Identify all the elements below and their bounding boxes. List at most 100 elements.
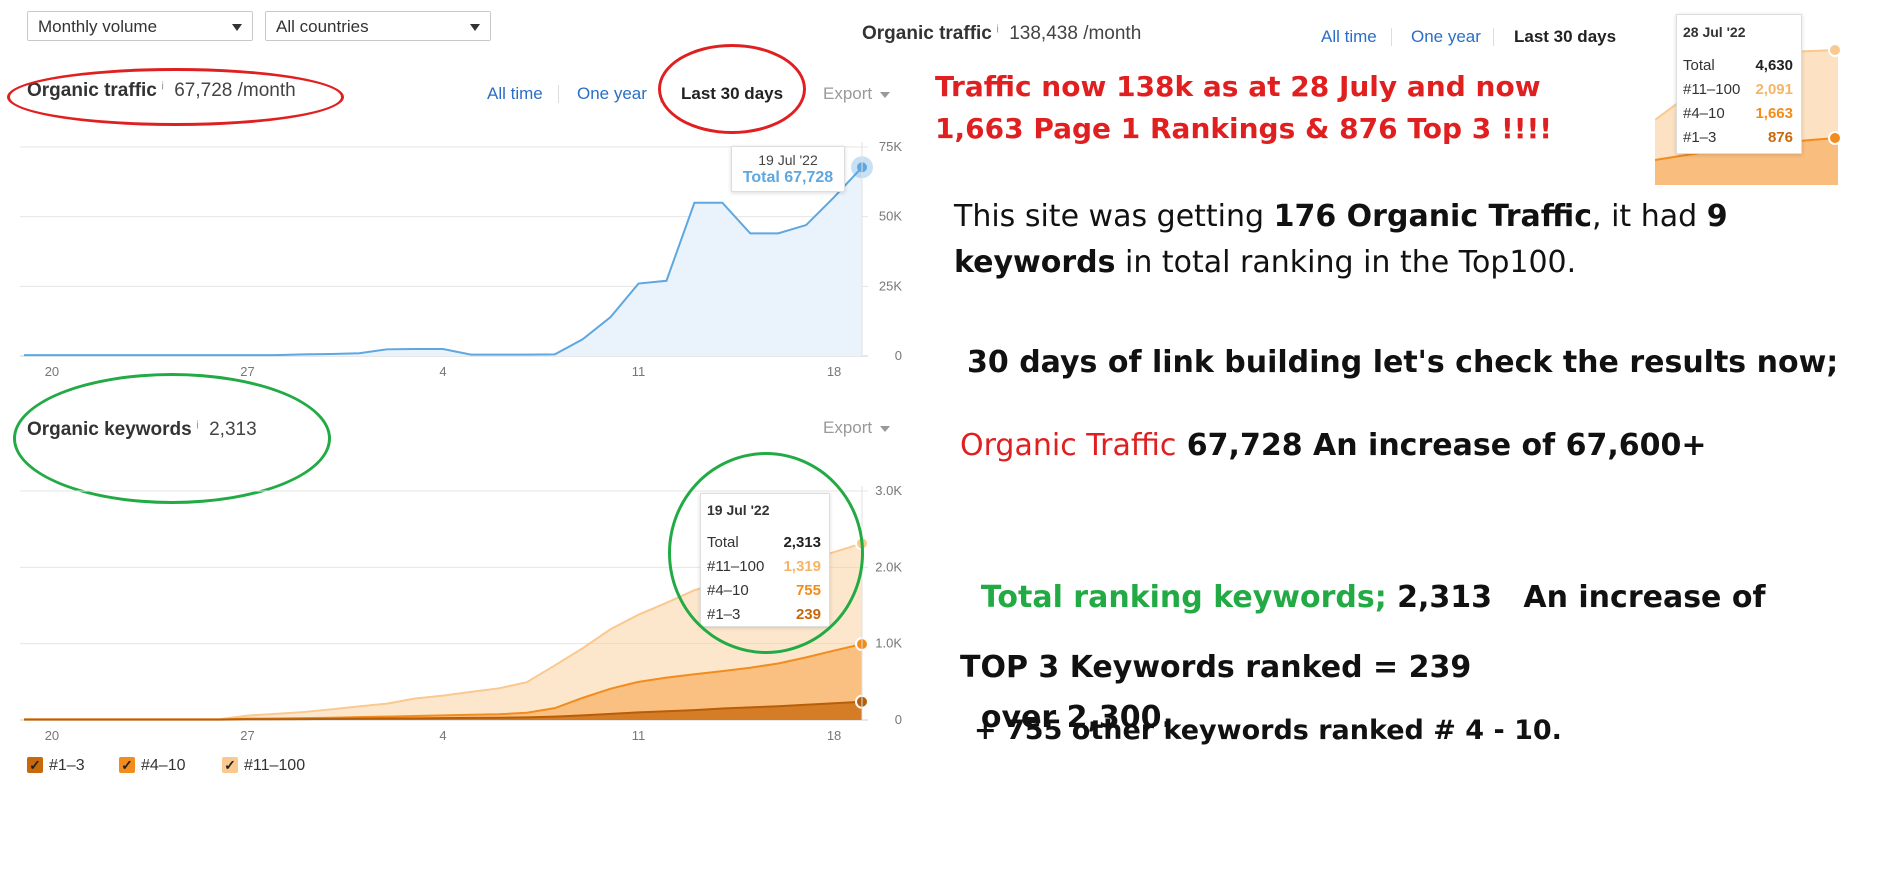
export-label: Export	[823, 84, 873, 103]
chevron-down-icon	[880, 425, 891, 432]
chevron-down-icon	[880, 91, 891, 98]
top3-annotation: TOP 3 Keywords ranked = 239	[960, 650, 1472, 685]
range-one-year[interactable]: One year	[1411, 27, 1481, 46]
headline-annotation: Traffic now 138k as at 28 July and now 1…	[935, 66, 1552, 150]
traffic-chart: 0 25K 50K 75K 20 27 4 11 18	[20, 139, 902, 379]
keywords-chart: 0 1.0K 2.0K 3.0K 20 27 4 11 18	[20, 483, 902, 743]
intro-text-e: keywords	[954, 245, 1116, 280]
chevron-down-icon	[470, 24, 480, 31]
tooltip-date: 19 Jul '22	[758, 152, 818, 168]
x-tick-label: 18	[827, 364, 841, 379]
x-tick-label: 20	[45, 364, 59, 379]
checkbox-checked-icon[interactable]: ✓	[27, 756, 43, 773]
headline-line-1: Traffic now 138k as at 28 July and now	[935, 70, 1541, 103]
tooltip-row-11-100: #11–100 2,091	[1683, 81, 1793, 101]
export-label: Export	[823, 418, 873, 437]
keywords-result-annotation: Total ranking keywords; 2,313 An increas…	[960, 508, 1766, 748]
legend-label: #4–10	[141, 757, 186, 774]
top-right-title: Organic traffic	[862, 23, 992, 44]
legend-item-4-10[interactable]: ✓ #4–10	[119, 756, 186, 776]
tooltip-total: Total 67,728	[742, 169, 834, 186]
annotation-ellipse-range	[658, 44, 806, 134]
x-tick-label: 4	[439, 728, 446, 743]
inset-end-point	[1828, 43, 1840, 57]
checkbox-checked-icon[interactable]: ✓	[222, 756, 238, 773]
annotation-ellipse-tooltip	[668, 452, 864, 654]
area-series-2	[24, 543, 862, 720]
traffic-area	[24, 167, 862, 356]
y-tick-label: 2.0K	[875, 559, 902, 574]
intro-text-f: in total ranking in the Top100.	[1115, 245, 1577, 280]
area-series-0	[24, 701, 862, 720]
tooltip-value: 4,630	[1755, 57, 1793, 74]
tooltip-row-total: Total 4,630	[1683, 57, 1793, 77]
y-tick-label: 0	[895, 712, 902, 727]
top-right-value: 138,438 /month	[1009, 23, 1142, 44]
tooltip-label: #1–3	[1683, 129, 1717, 146]
keywords-result-value: 2,313 An increase of	[1386, 580, 1766, 615]
y-tick-label: 0	[895, 348, 902, 363]
tooltip-label: #11–100	[1683, 81, 1741, 98]
x-tick-label: 20	[45, 728, 59, 743]
x-tick-label: 27	[240, 728, 254, 743]
intro-text-b: 176 Organic Traffic	[1273, 199, 1593, 234]
countries-dropdown[interactable]: All countries	[265, 11, 491, 41]
other-annotation: + 755 other keywords ranked # 4 - 10.	[974, 715, 1562, 746]
range-divider	[558, 85, 559, 103]
headline-line-2: 1,663 Page 1 Rankings & 876 Top 3 !!!!	[935, 112, 1553, 145]
y-tick-label: 75K	[879, 139, 902, 154]
traffic-result-label: Organic Traffic	[960, 428, 1177, 463]
chevron-down-icon	[232, 24, 242, 31]
traffic-result-annotation: Organic Traffic 67,728 An increase of 67…	[960, 428, 1707, 463]
y-tick-label: 25K	[879, 278, 902, 293]
traffic-tooltip: 19 Jul '22 Total 67,728	[731, 146, 845, 192]
volume-dropdown[interactable]: Monthly volume	[27, 11, 253, 41]
legend-item-1-3[interactable]: ✓ #1–3	[27, 756, 85, 776]
x-tick-label: 18	[827, 728, 841, 743]
x-tick-label: 4	[439, 364, 446, 379]
x-tick-label: 11	[632, 728, 646, 743]
intro-annotation: This site was getting 176 Organic Traffi…	[954, 194, 1774, 286]
area-series-1	[24, 644, 862, 720]
y-tick-label: 1.0K	[875, 636, 902, 651]
intro-text-a: This site was getting	[954, 199, 1274, 234]
keywords-export-button[interactable]: Export	[823, 418, 891, 438]
tooltip-value: 2,091	[1755, 81, 1793, 98]
volume-dropdown-label: Monthly volume	[38, 17, 158, 36]
inset-tooltip: 28 Jul '22 Total 4,630 #11–100 2,091 #4–…	[1676, 14, 1802, 154]
tooltip-value: 876	[1767, 129, 1793, 146]
x-tick-label: 11	[632, 364, 646, 379]
traffic-export-button[interactable]: Export	[823, 84, 891, 104]
checkbox-checked-icon[interactable]: ✓	[119, 756, 135, 773]
traffic-result-value: 67,728 An increase of 67,600+	[1176, 428, 1707, 463]
legend-item-11-100[interactable]: ✓ #11–100	[222, 756, 305, 776]
range-all-time[interactable]: All time	[487, 84, 543, 103]
tooltip-label: Total	[1683, 57, 1715, 74]
range-divider	[1493, 28, 1494, 46]
tooltip-label: #4–10	[1683, 105, 1725, 122]
line-series-0	[24, 700, 863, 721]
legend-label: #11–100	[244, 757, 306, 774]
keywords-result-value-2: over 2,300.	[980, 700, 1173, 735]
tooltip-value: 1,663	[1755, 105, 1793, 122]
intro-text-c: , it had	[1592, 199, 1707, 234]
top-right-traffic-header: Organic traffic i 138,438 /month	[862, 23, 1141, 45]
tooltip-date: 28 Jul '22	[1683, 24, 1746, 40]
range-divider	[1391, 28, 1392, 46]
intro-text-d: 9	[1706, 199, 1728, 234]
traffic-line	[24, 166, 863, 357]
annotation-ellipse-keywords	[13, 373, 331, 504]
info-icon[interactable]: i	[996, 23, 999, 36]
countries-dropdown-label: All countries	[276, 17, 369, 36]
x-tick-label: 27	[240, 364, 254, 379]
link-building-annotation: 30 days of link building let's check the…	[967, 345, 1839, 380]
annotation-ellipse-traffic	[7, 68, 344, 126]
inset-end-point	[1828, 131, 1840, 145]
y-tick-label: 50K	[879, 209, 902, 224]
range-all-time[interactable]: All time	[1321, 27, 1377, 46]
keywords-result-label: Total ranking keywords;	[980, 580, 1387, 615]
tooltip-row-4-10: #4–10 1,663	[1683, 105, 1793, 125]
range-one-year[interactable]: One year	[577, 84, 647, 103]
tooltip-row-1-3: #1–3 876	[1683, 129, 1793, 149]
range-last-30-days[interactable]: Last 30 days	[1514, 27, 1617, 46]
